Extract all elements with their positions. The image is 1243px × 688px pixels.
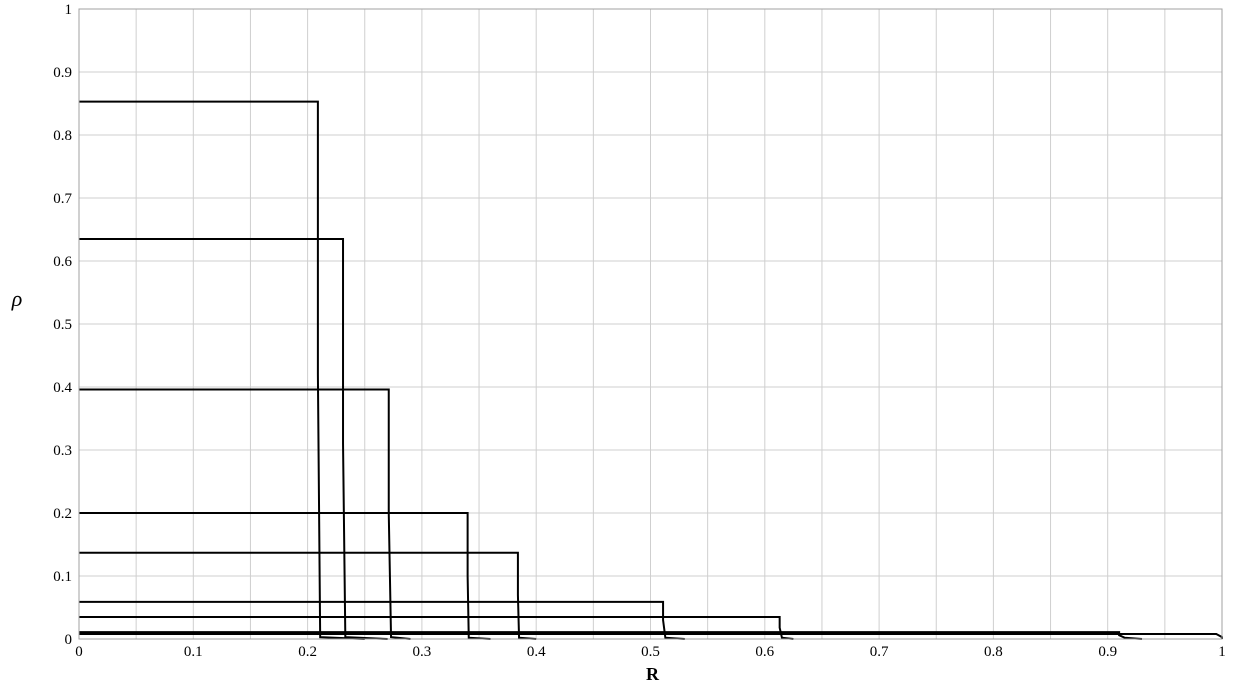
y-tick-label: 0.5	[53, 317, 72, 333]
x-tick-label: 0.1	[184, 644, 203, 660]
x-tick-label: 0.2	[298, 644, 317, 660]
y-tick-label: 0.1	[53, 569, 72, 585]
x-tick-label: 0.7	[870, 644, 889, 660]
series-line-1	[79, 100, 365, 640]
y-tick-label: 0.4	[53, 380, 72, 396]
x-tick-label: 0	[75, 644, 83, 660]
x-tick-label: 0.6	[755, 644, 774, 660]
x-tick-label: 1	[1218, 644, 1226, 660]
y-tick-labels: 0 0.1 0.2 0.3 0.4 0.5 0.6 0.7 0.8 0.9 1	[53, 2, 72, 648]
x-tick-label: 0.8	[984, 644, 1003, 660]
series-line-8	[79, 631, 1143, 640]
x-tick-label: 0.9	[1098, 644, 1117, 660]
x-tick-label: 0.5	[641, 644, 660, 660]
y-tick-label: 0.8	[53, 128, 72, 144]
y-axis-label: ρ	[11, 286, 23, 311]
x-axis-label: R	[646, 664, 660, 684]
y-tick-label: 0	[65, 632, 73, 648]
series-line-2	[79, 237, 388, 640]
x-tick-label: 0.3	[413, 644, 432, 660]
y-tick-label: 0.7	[53, 191, 72, 207]
x-tick-labels: 0 0.1 0.2 0.3 0.4 0.5 0.6 0.7 0.8 0.9 1	[75, 644, 1226, 660]
y-tick-label: 1	[65, 2, 73, 18]
series-line-5	[79, 551, 537, 640]
series-line-7	[79, 615, 794, 640]
y-tick-label: 0.2	[53, 506, 72, 522]
plot-frame	[78, 8, 1223, 640]
x-tick-label: 0.4	[527, 644, 546, 660]
y-tick-label: 0.9	[53, 65, 72, 81]
y-tick-label: 0.3	[53, 443, 72, 459]
grid	[79, 9, 1222, 639]
series-line-4	[79, 512, 491, 640]
y-tick-label: 0.6	[53, 254, 72, 270]
series-line-6	[79, 600, 685, 640]
